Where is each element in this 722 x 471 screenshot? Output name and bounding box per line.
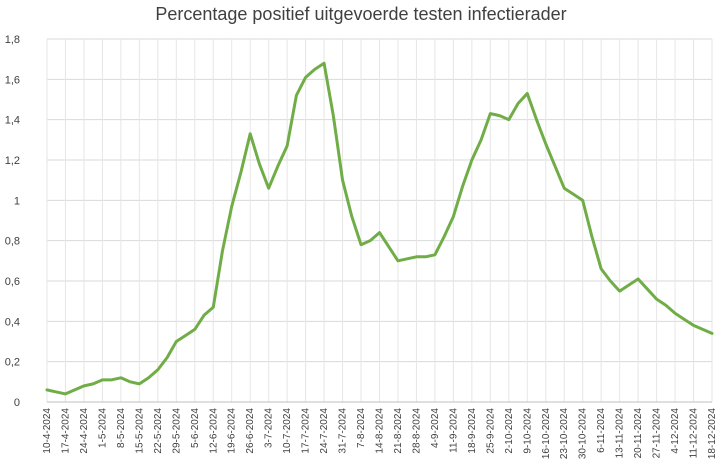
- x-tick-label: 24-4-2024: [79, 408, 90, 454]
- x-tick-label: 19-6-2024: [227, 408, 238, 454]
- x-tick-label: 9-10-2024: [522, 408, 533, 454]
- y-tick-label: 1,4: [5, 115, 20, 127]
- y-tick-label: 1: [14, 195, 20, 207]
- y-tick-label: 0,2: [5, 357, 20, 369]
- x-tick-label: 16-10-2024: [541, 408, 552, 460]
- x-tick-label: 18-12-2024: [707, 408, 718, 460]
- x-tick-label: 22-5-2024: [153, 408, 164, 454]
- x-tick-label: 15-5-2024: [134, 408, 145, 454]
- x-tick-label: 13-11-2024: [615, 408, 626, 459]
- x-tick-label: 29-5-2024: [171, 408, 182, 454]
- chart-title: Percentage positief uitgevoerde testen i…: [155, 4, 567, 24]
- x-tick-label: 20-11-2024: [633, 408, 644, 459]
- x-tick-label: 25-9-2024: [485, 408, 496, 454]
- x-tick-label: 12-6-2024: [208, 408, 219, 454]
- x-axis-ticks: 10-4-2024 17-4-2024 24-4-2024 1-5-2024 8-5-2…: [42, 408, 718, 460]
- y-axis-ticks: 0 0,2 0,4 0,6 0,8 1 1,2 1,4 1,6 1,8: [5, 34, 20, 409]
- x-tick-label: 4-12-2024: [670, 408, 681, 454]
- x-tick-label: 5-6-2024: [190, 408, 201, 448]
- x-tick-label: 30-10-2024: [578, 408, 589, 460]
- x-tick-label: 26-6-2024: [245, 408, 256, 454]
- x-tick-label: 27-11-2024: [652, 408, 663, 459]
- x-tick-label: 7-8-2024: [356, 408, 367, 448]
- x-tick-label: 14-8-2024: [375, 408, 386, 454]
- x-tick-label: 18-9-2024: [467, 408, 478, 454]
- x-tick-label: 10-4-2024: [42, 408, 53, 454]
- x-tick-label: 4-9-2024: [430, 408, 441, 448]
- x-tick-label: 24-7-2024: [319, 408, 330, 454]
- x-tick-label: 31-7-2024: [338, 408, 349, 454]
- x-tick-label: 23-10-2024: [559, 408, 570, 460]
- x-tick-label: 17-4-2024: [60, 408, 71, 454]
- y-tick-label: 0: [14, 397, 20, 409]
- y-tick-label: 1,2: [5, 155, 20, 167]
- y-tick-label: 1,6: [5, 74, 20, 86]
- x-tick-label: 11-12-2024: [689, 408, 700, 459]
- x-tick-label: 11-9-2024: [448, 408, 459, 453]
- y-tick-label: 1,8: [5, 34, 20, 46]
- y-tick-label: 0,6: [5, 276, 20, 288]
- x-tick-label: 21-8-2024: [393, 408, 404, 454]
- x-tick-label: 2-10-2024: [504, 408, 515, 454]
- grid-lines: [46, 38, 713, 403]
- x-tick-label: 28-8-2024: [411, 408, 422, 454]
- x-tick-label: 8-5-2024: [116, 408, 127, 448]
- x-tick-label: 3-7-2024: [264, 408, 275, 448]
- x-tick-label: 1-5-2024: [97, 408, 108, 448]
- y-tick-label: 0,4: [5, 316, 20, 328]
- x-tick-label: 17-7-2024: [301, 408, 312, 454]
- x-tick-label: 10-7-2024: [282, 408, 293, 454]
- y-tick-label: 0,8: [5, 236, 20, 248]
- x-tick-label: 6-11-2024: [596, 408, 607, 453]
- series-layer: [45, 61, 714, 396]
- series-line: [45, 61, 714, 396]
